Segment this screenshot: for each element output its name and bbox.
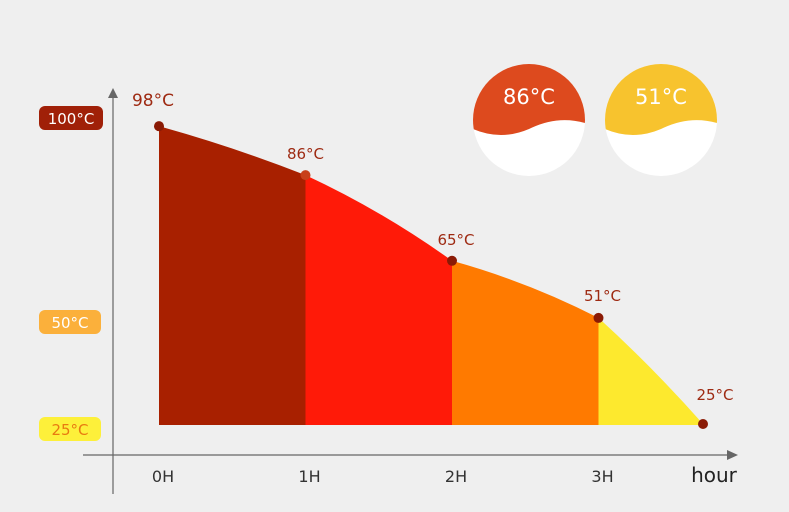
- data-label: 25°C: [696, 386, 733, 404]
- area-segment: [598, 317, 703, 425]
- data-label: 98°C: [132, 91, 174, 111]
- x-tick-label: 2H: [445, 467, 467, 486]
- badge-fill: [473, 64, 585, 135]
- data-point: [593, 312, 604, 323]
- data-point: [698, 419, 708, 429]
- data-point: [447, 255, 457, 266]
- x-tick-label: 3H: [591, 467, 613, 486]
- area-segment: [305, 175, 452, 425]
- x-axis-arrow-icon: [727, 450, 738, 460]
- data-point: [154, 121, 164, 132]
- y-axis-arrow-icon: [108, 88, 118, 98]
- badge-wave: [605, 64, 717, 135]
- y-tick-label: 25°C: [51, 421, 88, 439]
- x-axis-title: hour: [691, 463, 738, 487]
- y-tick-badge: [39, 106, 103, 130]
- data-point: [300, 170, 311, 181]
- y-tick-badge: [39, 417, 101, 441]
- badge-wave: [473, 64, 585, 135]
- data-label: 65°C: [437, 231, 474, 249]
- badge-label: 86°C: [503, 85, 555, 109]
- y-tick-label: 100°C: [48, 110, 95, 128]
- area-segment: [159, 126, 306, 425]
- data-label: 51°C: [584, 287, 621, 305]
- y-tick-badge: [39, 310, 101, 334]
- badge-fill: [605, 64, 717, 135]
- x-tick-label: 0H: [152, 467, 174, 486]
- area-segment: [452, 260, 599, 425]
- badge-label: 51°C: [635, 85, 687, 109]
- y-tick-label: 50°C: [51, 314, 88, 332]
- x-tick-label: 1H: [298, 467, 320, 486]
- data-label: 86°C: [287, 145, 324, 163]
